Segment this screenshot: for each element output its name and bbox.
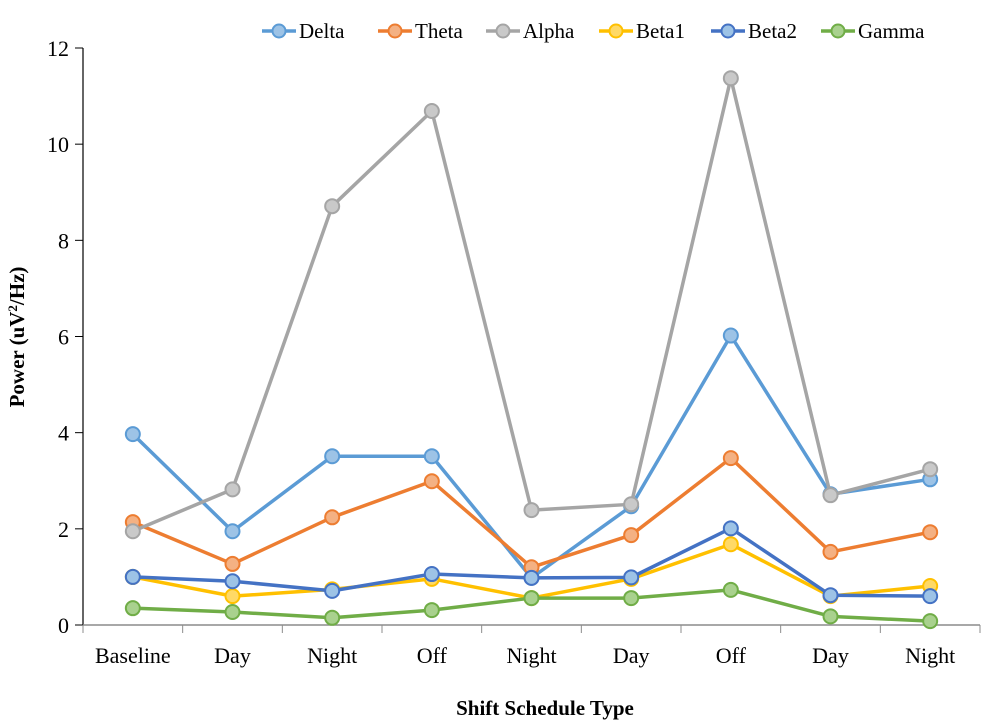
data-point-gamma	[523, 590, 540, 607]
data-point-theta	[822, 543, 839, 560]
data-point-gamma	[224, 604, 241, 621]
series-gamma	[124, 581, 939, 630]
legend-item-delta: Delta	[262, 19, 345, 43]
legend-marker-icon	[608, 23, 624, 39]
data-point-beta2	[623, 569, 640, 586]
data-point-gamma	[324, 609, 341, 626]
legend-label: Gamma	[858, 19, 925, 43]
data-point-delta	[722, 327, 739, 344]
data-point-alpha	[822, 487, 839, 504]
data-point-theta	[423, 473, 440, 490]
data-point-delta	[124, 426, 141, 443]
legend-marker-icon	[830, 23, 846, 39]
legend-item-alpha: Alpha	[486, 19, 575, 43]
data-point-theta	[922, 524, 939, 541]
legend-item-theta: Theta	[378, 19, 463, 43]
x-tick-label: Day	[812, 643, 849, 668]
data-point-delta	[224, 523, 241, 540]
y-tick-label: 12	[47, 36, 69, 61]
legend: Delta Theta Alpha Beta1 Beta2 Gamma	[262, 19, 925, 43]
data-point-delta	[423, 448, 440, 465]
data-point-alpha	[423, 102, 440, 119]
series-beta2	[124, 520, 939, 605]
data-point-beta2	[922, 588, 939, 605]
data-point-delta	[324, 448, 341, 465]
y-tick-label: 10	[47, 132, 69, 157]
x-tick-label: Night	[307, 643, 357, 668]
x-tick-label: Night	[905, 643, 955, 668]
legend-marker-icon	[271, 23, 287, 39]
legend-item-beta2: Beta2	[711, 19, 797, 43]
y-axis-title-sup: 2	[5, 305, 20, 312]
data-point-beta2	[324, 582, 341, 599]
data-point-beta2	[523, 569, 540, 586]
data-point-theta	[324, 509, 341, 526]
series-theta	[124, 450, 939, 576]
y-tick-label: 4	[58, 421, 69, 446]
series-alpha	[124, 70, 939, 540]
series-delta	[124, 327, 939, 586]
data-point-theta	[623, 527, 640, 544]
x-tick-label: Off	[716, 643, 747, 668]
data-point-gamma	[423, 602, 440, 619]
y-axis-title-tail: /Hz)	[5, 267, 29, 306]
data-point-gamma	[124, 600, 141, 617]
data-point-beta2	[722, 520, 739, 537]
x-tick-label: Day	[214, 643, 251, 668]
legend-label: Alpha	[523, 19, 575, 43]
x-tick-label: Off	[417, 643, 448, 668]
data-point-theta	[722, 450, 739, 467]
data-point-gamma	[922, 613, 939, 630]
data-point-beta2	[124, 568, 141, 585]
data-point-gamma	[822, 608, 839, 625]
data-point-alpha	[722, 70, 739, 87]
legend-item-gamma: Gamma	[821, 19, 925, 43]
data-point-alpha	[523, 502, 540, 519]
legend-marker-icon	[720, 23, 736, 39]
y-tick-label: 6	[58, 325, 69, 350]
y-axis-title: Power (uV2/Hz)	[5, 267, 30, 408]
data-point-beta2	[822, 587, 839, 604]
legend-item-beta1: Beta1	[599, 19, 685, 43]
data-point-alpha	[922, 461, 939, 478]
legend-label: Theta	[415, 19, 463, 43]
legend-label: Delta	[299, 19, 345, 43]
legend-marker-icon	[387, 23, 403, 39]
x-tick-label: Day	[613, 643, 650, 668]
data-point-theta	[224, 555, 241, 572]
data-point-alpha	[623, 496, 640, 513]
x-axis-title: Shift Schedule Type	[456, 696, 634, 720]
y-tick-label: 2	[58, 517, 69, 542]
y-tick-label: 8	[58, 228, 69, 253]
series-line-delta	[131, 333, 931, 580]
x-tick-label: Night	[506, 643, 556, 668]
y-tick-label: 0	[58, 613, 69, 638]
y-axis-title-main: Power (uV	[5, 312, 29, 408]
data-point-gamma	[722, 581, 739, 598]
data-point-gamma	[623, 590, 640, 607]
data-point-beta2	[224, 573, 241, 590]
legend-label: Beta1	[636, 19, 685, 43]
x-tick-label: Baseline	[95, 643, 171, 668]
data-point-alpha	[324, 198, 341, 215]
data-point-beta2	[423, 566, 440, 583]
data-point-alpha	[124, 523, 141, 540]
axes: 0 2 4 6 8 10 12 Baseline Day Night Off Night Day Off D…	[47, 36, 981, 668]
legend-label: Beta2	[748, 19, 797, 43]
legend-marker-icon	[495, 23, 511, 39]
data-point-beta1	[224, 588, 241, 605]
series-group	[124, 70, 939, 630]
data-point-beta1	[722, 536, 739, 553]
data-point-alpha	[224, 481, 241, 498]
